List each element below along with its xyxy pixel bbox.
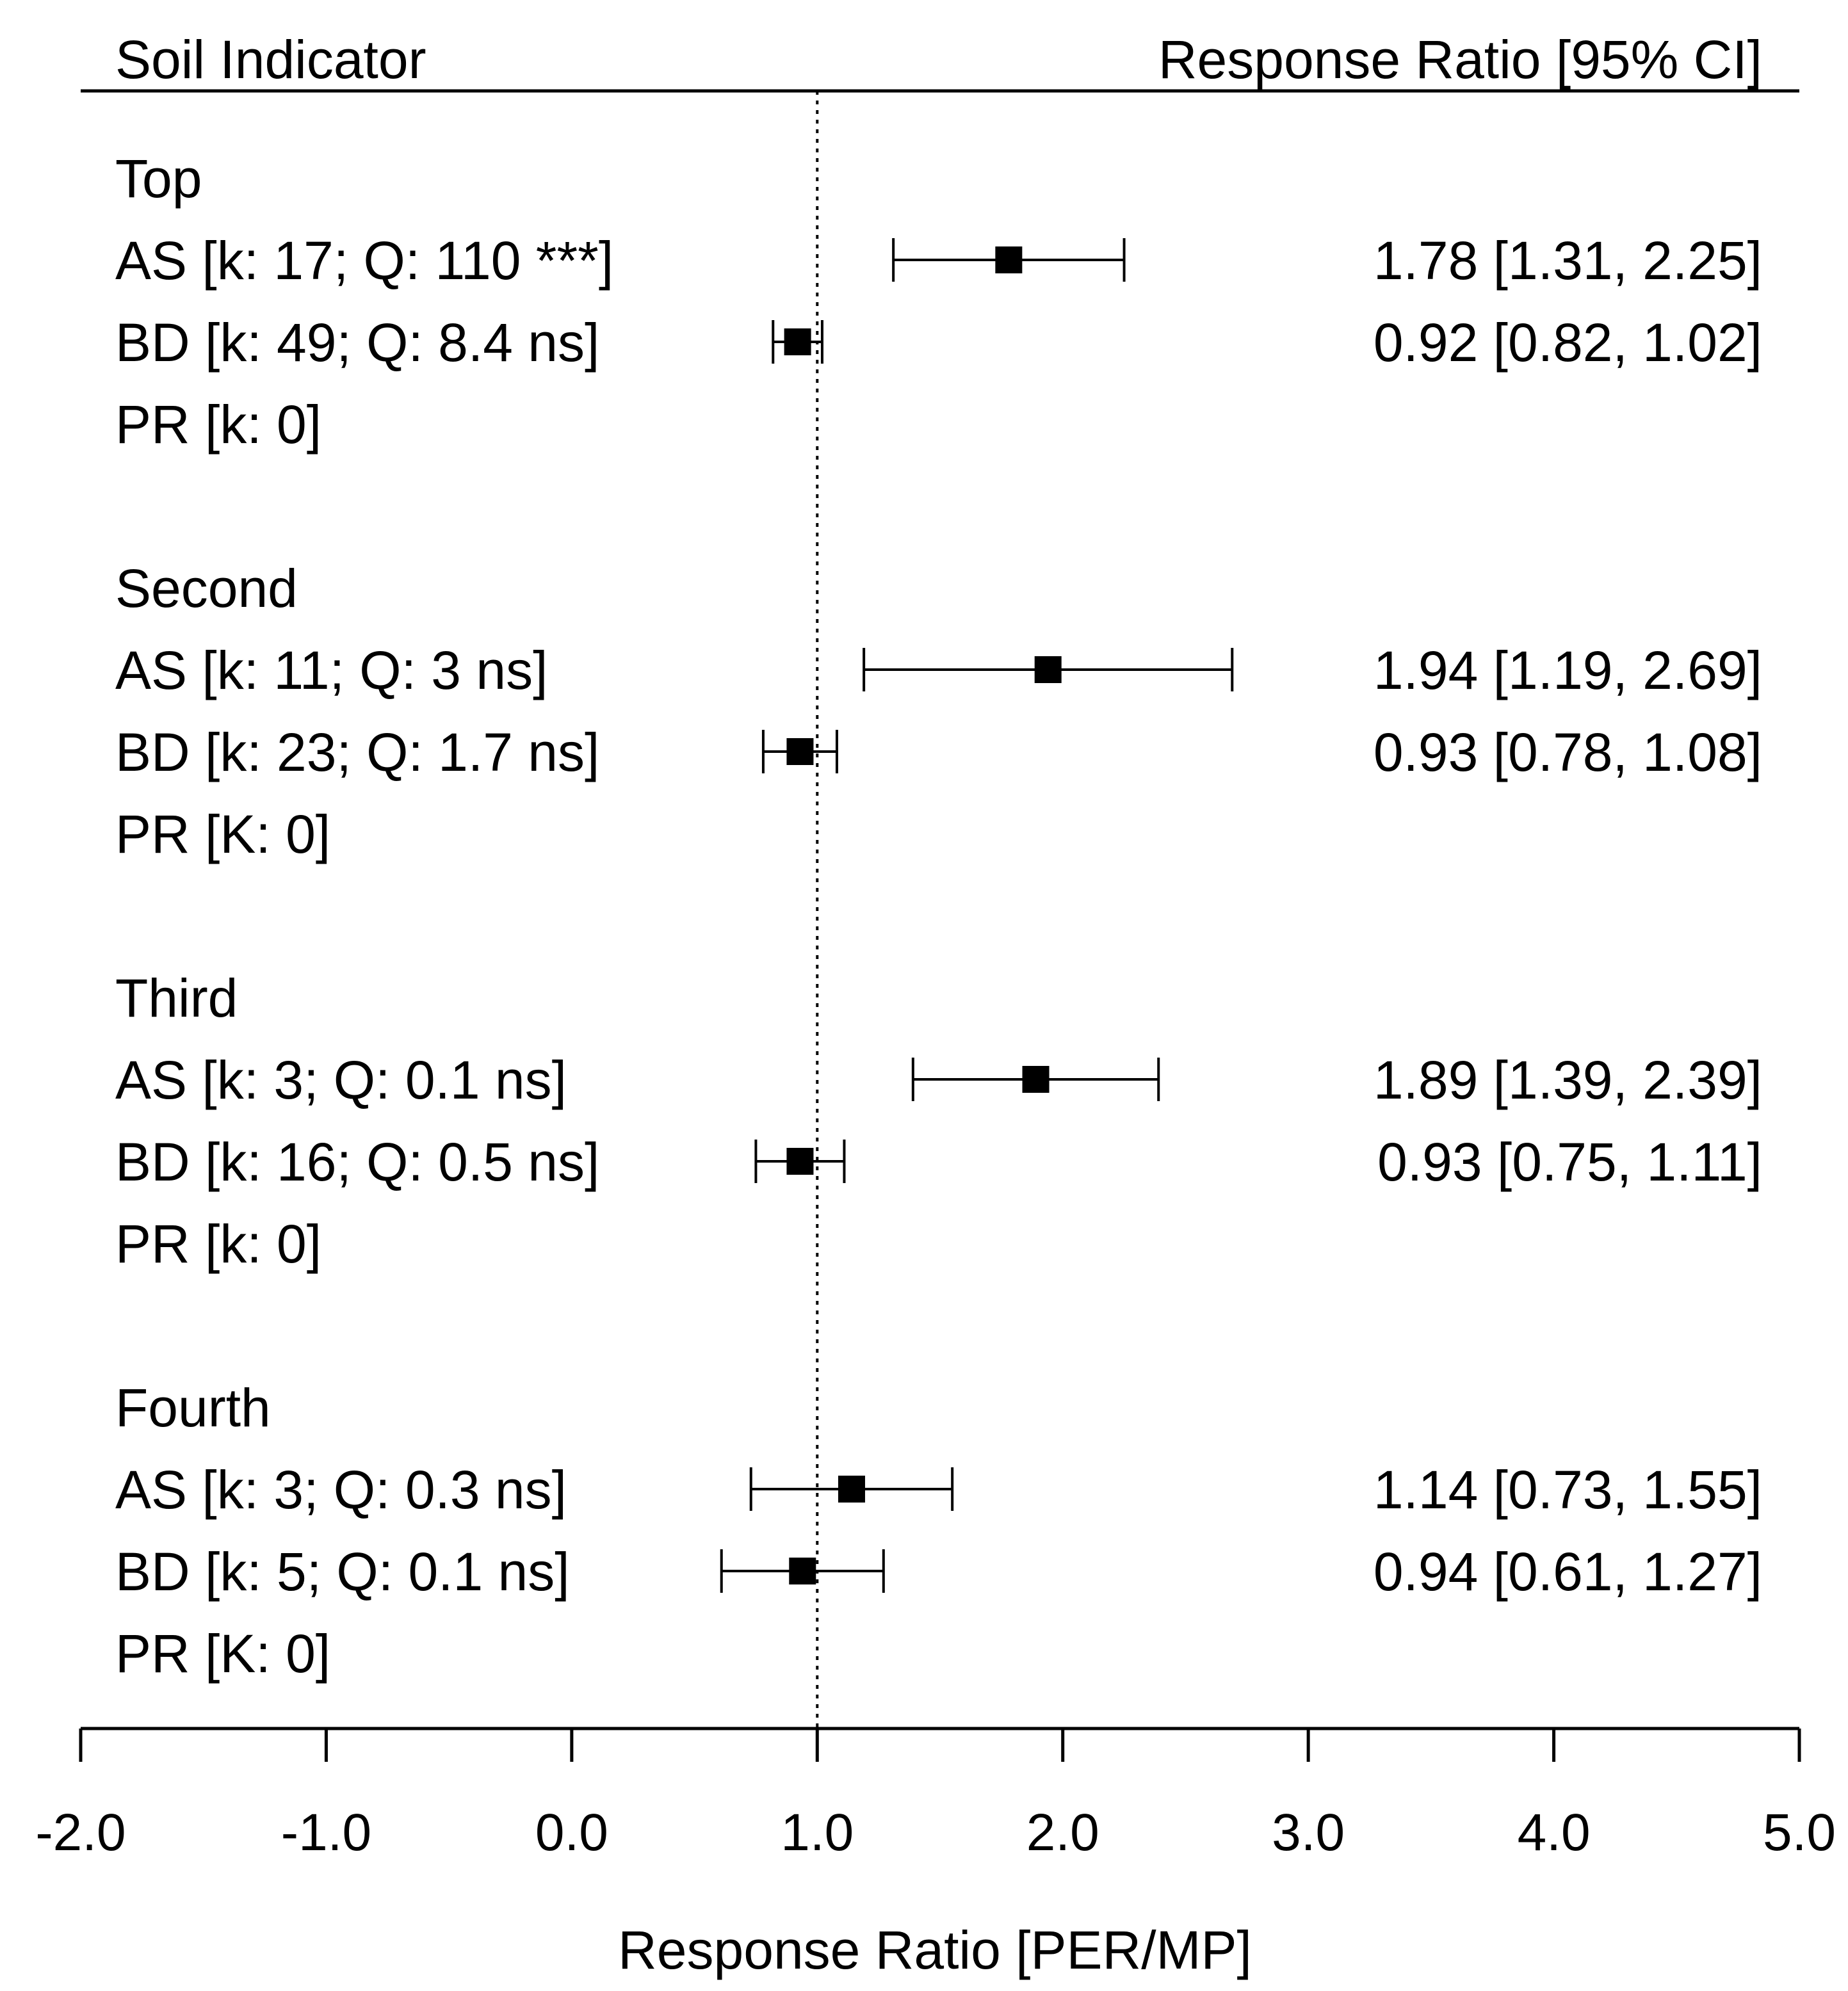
row-label: AS [k: 11; Q: 3 ns] xyxy=(115,640,547,700)
x-tick-label: 0.0 xyxy=(535,1803,608,1862)
rows-layer: Top AS [k: 17; Q: 110 ***] 1.78 [1.31, 2.2… xyxy=(115,91,1762,1729)
x-tick-label: 4.0 xyxy=(1518,1803,1591,1862)
ci-value-label: 1.94 [1.19, 2.69] xyxy=(1374,640,1762,700)
ci-value-label: 0.94 [0.61, 1.27] xyxy=(1374,1542,1762,1602)
row-label: AS [k: 17; Q: 110 ***] xyxy=(115,230,613,291)
x-tick-label: 5.0 xyxy=(1763,1803,1836,1862)
row-label: BD [k: 23; Q: 1.7 ns] xyxy=(115,722,599,782)
estimate-marker xyxy=(1034,656,1062,683)
estimate-marker xyxy=(786,1148,814,1175)
header-soil-indicator: Soil Indicator xyxy=(115,29,426,90)
row-label: PR [K: 0] xyxy=(115,1624,330,1684)
ci-value-label: 1.89 [1.39, 2.39] xyxy=(1374,1050,1762,1110)
x-tick-label: 2.0 xyxy=(1026,1803,1099,1862)
header-response-ratio-ci: Response Ratio [95% CI] xyxy=(1158,29,1762,90)
row-label: PR [K: 0] xyxy=(115,804,330,864)
group-label: Top xyxy=(115,149,202,209)
row-label: BD [k: 5; Q: 0.1 ns] xyxy=(115,1542,570,1602)
row-label: AS [k: 3; Q: 0.1 ns] xyxy=(115,1050,567,1110)
row-label: PR [k: 0] xyxy=(115,1214,321,1274)
x-tick-label: -2.0 xyxy=(35,1803,126,1862)
x-axis: -2.0 -1.0 0.0 1.0 2.0 3.0 4.0 5.0 xyxy=(35,1727,1836,1862)
group-label: Fourth xyxy=(115,1378,271,1438)
estimate-marker xyxy=(838,1476,865,1503)
ci-value-label: 0.92 [0.82, 1.02] xyxy=(1374,312,1762,373)
group-label: Third xyxy=(115,968,238,1028)
group-label: Second xyxy=(115,558,298,618)
estimate-marker xyxy=(789,1558,816,1584)
ci-value-label: 1.14 [0.73, 1.55] xyxy=(1374,1460,1762,1520)
estimate-marker xyxy=(786,738,814,765)
row-label: AS [k: 3; Q: 0.3 ns] xyxy=(115,1460,567,1520)
row-label: BD [k: 49; Q: 8.4 ns] xyxy=(115,312,599,373)
ci-value-label: 0.93 [0.78, 1.08] xyxy=(1374,722,1762,782)
ci-value-label: 0.93 [0.75, 1.11] xyxy=(1377,1132,1762,1192)
x-tick-label: -1.0 xyxy=(281,1803,371,1862)
ci-value-label: 1.78 [1.31, 2.25] xyxy=(1374,230,1762,291)
x-axis-title: Response Ratio [PER/MP] xyxy=(618,1920,1252,1980)
x-tick-label: 3.0 xyxy=(1272,1803,1345,1862)
estimate-marker xyxy=(1022,1066,1050,1093)
row-label: BD [k: 16; Q: 0.5 ns] xyxy=(115,1132,599,1192)
x-tick-label: 1.0 xyxy=(781,1803,854,1862)
estimate-marker xyxy=(784,328,811,355)
row-label: PR [k: 0] xyxy=(115,394,321,455)
estimate-marker xyxy=(995,246,1023,273)
